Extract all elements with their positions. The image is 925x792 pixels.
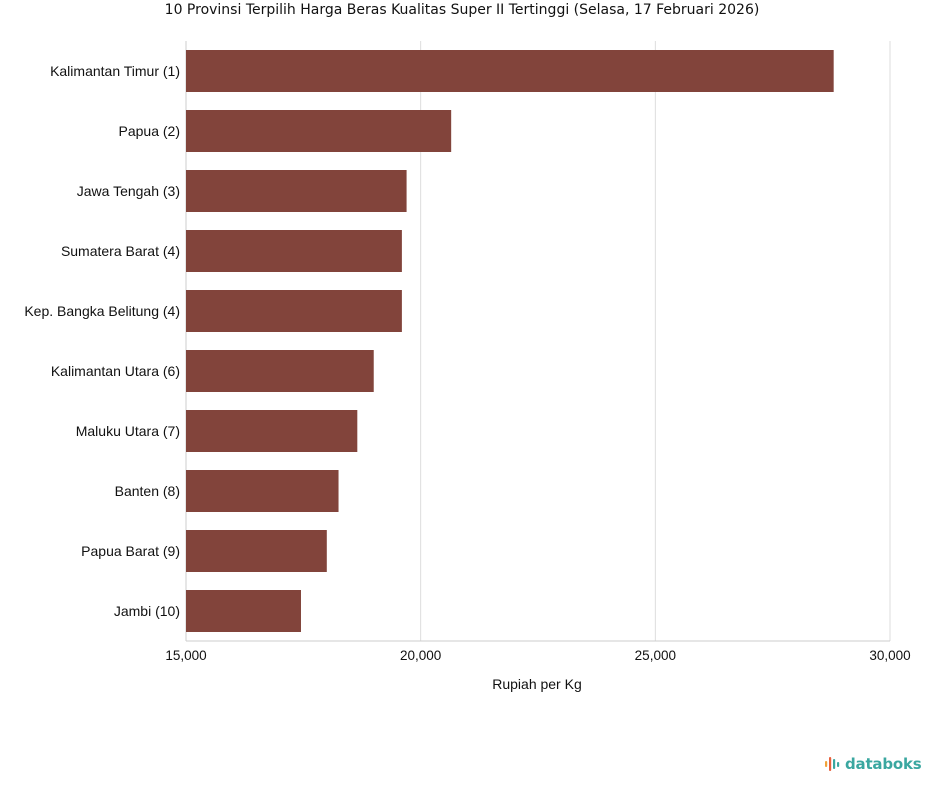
x-tick-label: 25,000 [635, 648, 676, 663]
category-labels: Kalimantan Timur (1) Papua (2) Jawa Tengah… [24, 63, 180, 619]
category-label: Jawa Tengah (3) [77, 183, 180, 199]
x-tick-label: 30,000 [869, 648, 910, 663]
brand-name: databoks [845, 755, 922, 773]
category-label: Kalimantan Utara (6) [51, 363, 180, 379]
category-label: Jambi (10) [114, 603, 180, 619]
bar[interactable] [186, 290, 402, 332]
bars [186, 50, 834, 632]
bar[interactable] [186, 50, 834, 92]
category-label: Kep. Bangka Belitung (4) [24, 303, 180, 319]
category-label: Papua Barat (9) [81, 543, 180, 559]
bar[interactable] [186, 410, 358, 452]
category-label: Kalimantan Timur (1) [50, 63, 180, 79]
bar[interactable] [186, 350, 374, 392]
x-axis-label: Rupiah per Kg [492, 676, 582, 692]
bar[interactable] [186, 170, 407, 212]
category-label: Banten (8) [115, 483, 180, 499]
category-label: Papua (2) [119, 123, 180, 139]
chart-title: 10 Provinsi Terpilih Harga Beras Kualita… [165, 2, 760, 18]
category-label: Sumatera Barat (4) [61, 243, 180, 259]
bar[interactable] [186, 470, 339, 512]
bar[interactable] [186, 590, 301, 632]
databoks-brand: databoks [824, 752, 922, 776]
x-axis-ticks: 15,000 20,000 25,000 30,000 [165, 648, 910, 663]
bar[interactable] [186, 530, 327, 572]
x-tick-label: 20,000 [400, 648, 441, 663]
x-tick-label: 15,000 [165, 648, 206, 663]
databoks-logo-icon [825, 757, 840, 771]
category-label: Maluku Utara (7) [76, 423, 180, 439]
bar[interactable] [186, 110, 452, 152]
bar[interactable] [186, 230, 402, 272]
